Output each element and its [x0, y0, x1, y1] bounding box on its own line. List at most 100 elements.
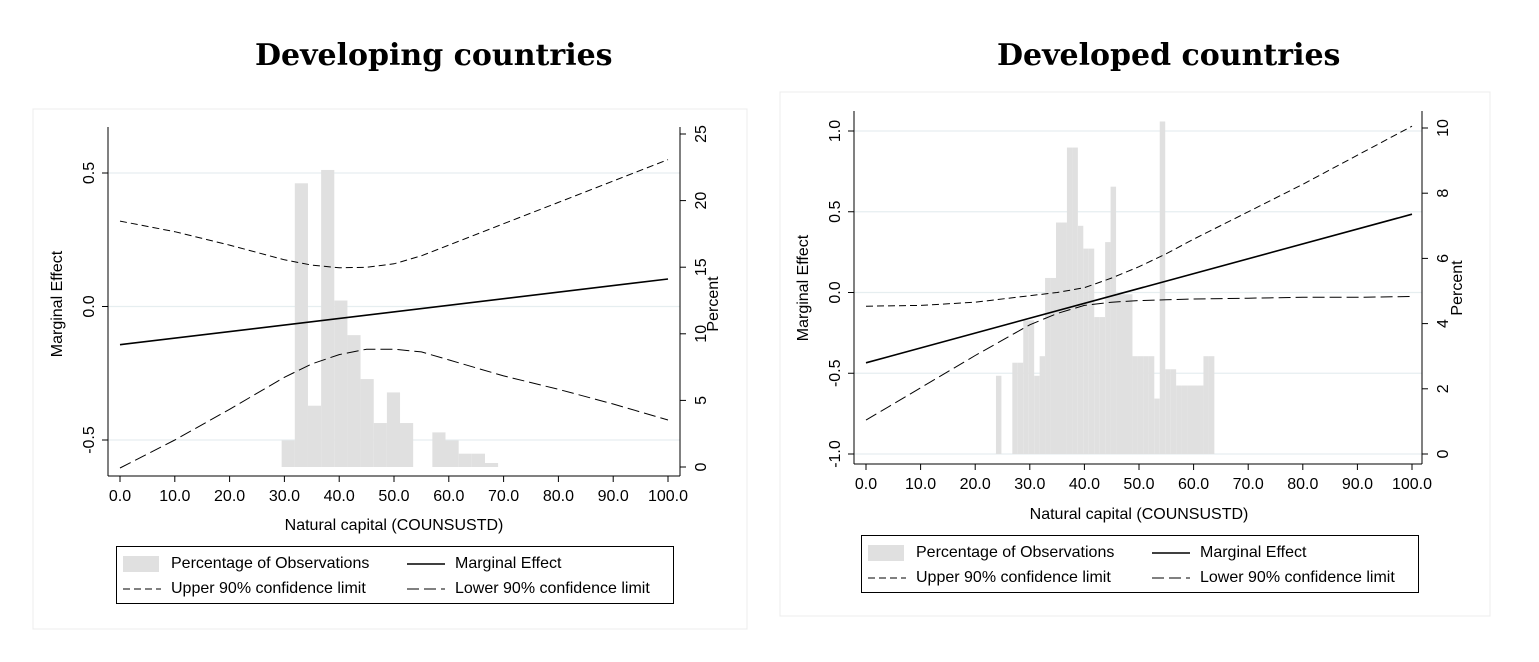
x-tick-label: 0.0: [109, 488, 131, 505]
x-tick-label: 50.0: [1123, 476, 1154, 493]
y-axis-label: Marginal Effect: [49, 250, 66, 357]
dashed-line-swatch: [868, 577, 906, 579]
histogram-bar: [1132, 356, 1138, 454]
dashed-line-swatch: [123, 588, 161, 590]
x-tick-label: 70.0: [1233, 476, 1264, 493]
histogram-bar: [1088, 248, 1095, 454]
y-tick-label: 1.0: [827, 120, 844, 142]
lower-confidence-line: [119, 348, 669, 469]
legend-label: Percentage of Observations: [916, 544, 1115, 561]
histogram-bar: [1165, 369, 1171, 454]
histogram-bar: [1197, 385, 1204, 454]
histogram-bar: [432, 432, 446, 467]
histogram-bar: [294, 183, 308, 467]
histogram-bar: [1159, 121, 1166, 454]
y-tick-label: 0.5: [827, 201, 844, 223]
legend-item-histogram: Percentage of Observations: [123, 555, 369, 573]
histogram-bar: [1012, 362, 1018, 454]
histogram-bar: [1094, 317, 1100, 454]
upper-confidence-line: [865, 125, 1413, 307]
histogram-bar: [334, 300, 348, 467]
y2-tick-label: 6: [1435, 254, 1452, 263]
legend-label: Lower 90% confidence limit: [455, 580, 650, 597]
histogram-bar: [360, 379, 374, 467]
histogram-bar: [1116, 294, 1122, 454]
histogram-bar: [1077, 225, 1084, 454]
marginal-effect-line: [119, 278, 669, 346]
histogram-bar: [1028, 320, 1035, 454]
legend-label: Percentage of Observations: [171, 555, 370, 572]
y2-axis-label: Percent: [705, 276, 722, 332]
histogram-bar: [1203, 356, 1209, 454]
histogram-bar: [1126, 294, 1133, 454]
chart-frame: [32, 108, 748, 630]
x-tick-label: 60.0: [433, 488, 464, 505]
histogram-bar: [1110, 186, 1117, 454]
x-tick-label: 20.0: [214, 488, 245, 505]
x-tick-label: 90.0: [598, 488, 629, 505]
histogram-bar: [1061, 222, 1067, 454]
histogram-bar: [373, 423, 387, 467]
y2-tick-label: 2: [1435, 384, 1452, 393]
histogram-bar: [1192, 385, 1198, 454]
histogram-bar: [1050, 277, 1057, 454]
chart-title: Developed countries: [997, 38, 1341, 73]
histogram-bar: [471, 453, 485, 467]
histogram-swatch: [123, 556, 159, 572]
legend-item-marginal-effect: Marginal Effect: [1152, 544, 1306, 562]
chart-title: Developing countries: [255, 38, 613, 73]
x-axis-label: Natural capital (COUNSUSTD): [1030, 506, 1249, 523]
upper-confidence-line: [119, 159, 669, 269]
y-tick-label: -1.0: [827, 440, 844, 468]
histogram-bar: [1099, 317, 1106, 454]
x-tick-label: 10.0: [159, 488, 190, 505]
x-tick-label: 80.0: [543, 488, 574, 505]
x-tick-label: 90.0: [1342, 476, 1373, 493]
y-tick-label: -0.5: [827, 359, 844, 387]
long-dashed-line-swatch: [407, 588, 445, 590]
legend-item-lower-limit: Lower 90% confidence limit: [1152, 569, 1395, 587]
histogram-bar: [1176, 385, 1182, 454]
long-dashed-line-swatch: [1152, 577, 1190, 579]
x-tick-label: 40.0: [324, 488, 355, 505]
histogram-bar: [1121, 294, 1127, 454]
legend-item-upper-limit: Upper 90% confidence limit: [123, 580, 366, 598]
y2-tick-label: 8: [1435, 189, 1452, 198]
x-tick-label: 30.0: [269, 488, 300, 505]
solid-line-swatch: [1152, 552, 1190, 554]
y-axis-label: Marginal Effect: [795, 234, 812, 341]
histogram-bar: [281, 440, 295, 467]
histogram-bar: [1056, 222, 1062, 454]
histogram-bar: [1148, 356, 1155, 454]
chart-frame: [779, 91, 1491, 617]
histogram-bar: [1143, 356, 1149, 454]
x-tick-label: 40.0: [1069, 476, 1100, 493]
y-tick-label: -0.5: [81, 426, 98, 454]
y-tick-label: 0.5: [81, 162, 98, 184]
marginal-effect-line: [865, 213, 1413, 364]
histogram-bar: [995, 375, 1002, 454]
y2-tick-label: 10: [693, 325, 710, 343]
histogram-bar: [1083, 248, 1089, 454]
x-tick-label: 100.0: [648, 488, 688, 505]
histogram-bar: [400, 423, 414, 467]
x-axis-label: Natural capital (COUNSUSTD): [285, 517, 504, 534]
histogram-bar: [1066, 147, 1073, 454]
y2-tick-label: 15: [693, 258, 710, 276]
histogram-bar: [458, 453, 472, 467]
x-tick-label: 50.0: [378, 488, 409, 505]
histogram-bar: [307, 405, 322, 467]
y2-tick-label: 10: [1435, 119, 1452, 137]
histogram-bar: [1137, 356, 1144, 454]
x-tick-label: 10.0: [905, 476, 936, 493]
x-tick-label: 70.0: [488, 488, 519, 505]
x-tick-label: 30.0: [1014, 476, 1045, 493]
legend-label: Marginal Effect: [455, 555, 562, 572]
x-tick-label: 100.0: [1392, 476, 1432, 493]
histogram-bar: [1039, 356, 1046, 454]
solid-line-swatch: [407, 563, 445, 565]
legend-item-histogram: Percentage of Observations: [868, 544, 1114, 562]
legend: Percentage of Observations Marginal Effe…: [116, 546, 674, 604]
y-tick-label: 0.0: [81, 295, 98, 317]
